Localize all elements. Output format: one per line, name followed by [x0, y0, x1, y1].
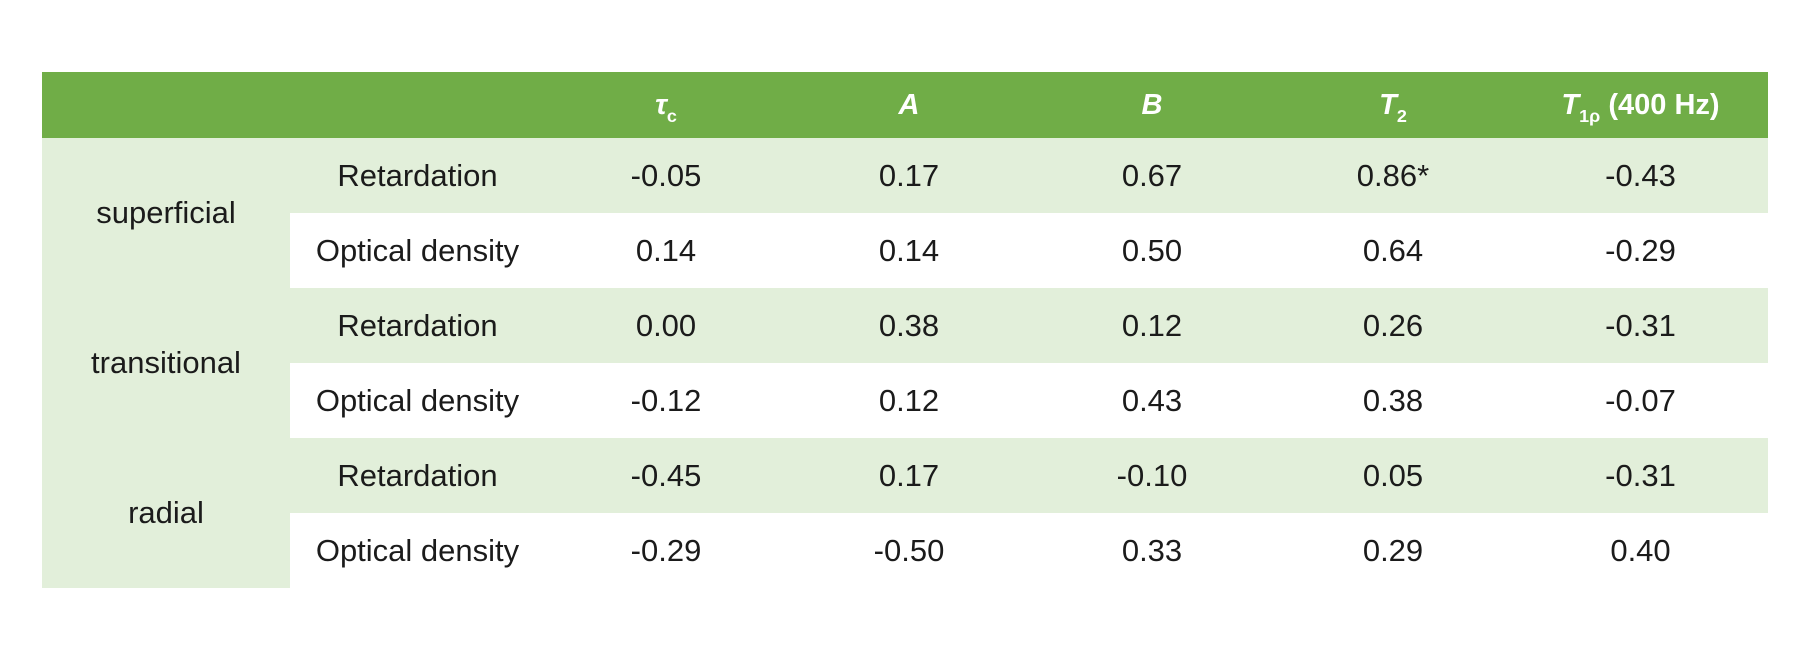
value-cell: 0.38: [787, 288, 1031, 363]
tau-subscript: c: [666, 106, 677, 127]
value-cell: 0.17: [787, 138, 1031, 213]
value-cell: 0.67: [1031, 138, 1273, 213]
value-cell: 0.14: [787, 213, 1031, 288]
value-cell: -0.10: [1031, 438, 1273, 513]
value-cell: 0.29: [1273, 513, 1513, 588]
value-cell: 0.40: [1513, 513, 1768, 588]
measure-cell: Retardation: [290, 138, 545, 213]
tau-symbol: τ: [655, 88, 667, 121]
header-tau-c: τc: [545, 72, 787, 138]
value-cell: -0.31: [1513, 438, 1768, 513]
table-row-transitional-optical-density: Optical density -0.12 0.12 0.43 0.38 -0.…: [42, 363, 1768, 438]
header-b: B: [1031, 72, 1273, 138]
value-cell: 0.50: [1031, 213, 1273, 288]
value-cell: 0.64: [1273, 213, 1513, 288]
table-row-superficial-retardation: superficial Retardation -0.05 0.17 0.67 …: [42, 138, 1768, 288]
value-cell: -0.45: [545, 438, 787, 513]
measure-cell: Optical density: [290, 213, 545, 288]
group-cell-radial: radial: [42, 438, 290, 588]
table-row-radial-retardation: radial Retardation -0.45 0.17 -0.10 0.05…: [42, 438, 1768, 588]
correlation-table: τc A B T2 T1ρ (400 Hz) superficial Retard…: [42, 72, 1768, 588]
header-row: τc A B T2 T1ρ (400 Hz): [42, 72, 1768, 138]
value-cell: 0.33: [1031, 513, 1273, 588]
measure-cell: Optical density: [290, 513, 545, 588]
value-cell: 0.43: [1031, 363, 1273, 438]
value-cell: -0.05: [545, 138, 787, 213]
t2-subscript: 2: [1396, 106, 1407, 127]
table-row-transitional-retardation: transitional Retardation 0.00 0.38 0.12 …: [42, 288, 1768, 438]
value-cell: -0.29: [545, 513, 787, 588]
value-cell: 0.14: [545, 213, 787, 288]
table-row-radial-optical-density: Optical density -0.29 -0.50 0.33 0.29 0.…: [42, 513, 1768, 588]
measure-cell: Optical density: [290, 363, 545, 438]
group-cell-superficial: superficial: [42, 138, 290, 288]
value-cell: 0.17: [787, 438, 1031, 513]
measure-cell: Retardation: [290, 438, 545, 513]
header-a: A: [787, 72, 1031, 138]
value-cell: 0.26: [1273, 288, 1513, 363]
header-t2: T2: [1273, 72, 1513, 138]
value-cell: -0.29: [1513, 213, 1768, 288]
header-frequency-label: (400 Hz): [1608, 88, 1720, 121]
t1rho-subscript: 1ρ: [1579, 106, 1601, 127]
header-t1rho-400hz: T1ρ (400 Hz): [1513, 72, 1768, 138]
group-cell-transitional: transitional: [42, 288, 290, 438]
value-cell: -0.31: [1513, 288, 1768, 363]
value-cell: -0.43: [1513, 138, 1768, 213]
table-row-superficial-optical-density: Optical density 0.14 0.14 0.50 0.64 -0.2…: [42, 213, 1768, 288]
value-cell: 0.12: [1031, 288, 1273, 363]
value-cell: 0.86*: [1273, 138, 1513, 213]
value-cell: 0.05: [1273, 438, 1513, 513]
value-cell: 0.12: [787, 363, 1031, 438]
value-cell: -0.50: [787, 513, 1031, 588]
header-empty-cell: [42, 72, 545, 138]
value-cell: -0.07: [1513, 363, 1768, 438]
measure-cell: Retardation: [290, 288, 545, 363]
value-cell: -0.12: [545, 363, 787, 438]
value-cell: 0.00: [545, 288, 787, 363]
value-cell: 0.38: [1273, 363, 1513, 438]
